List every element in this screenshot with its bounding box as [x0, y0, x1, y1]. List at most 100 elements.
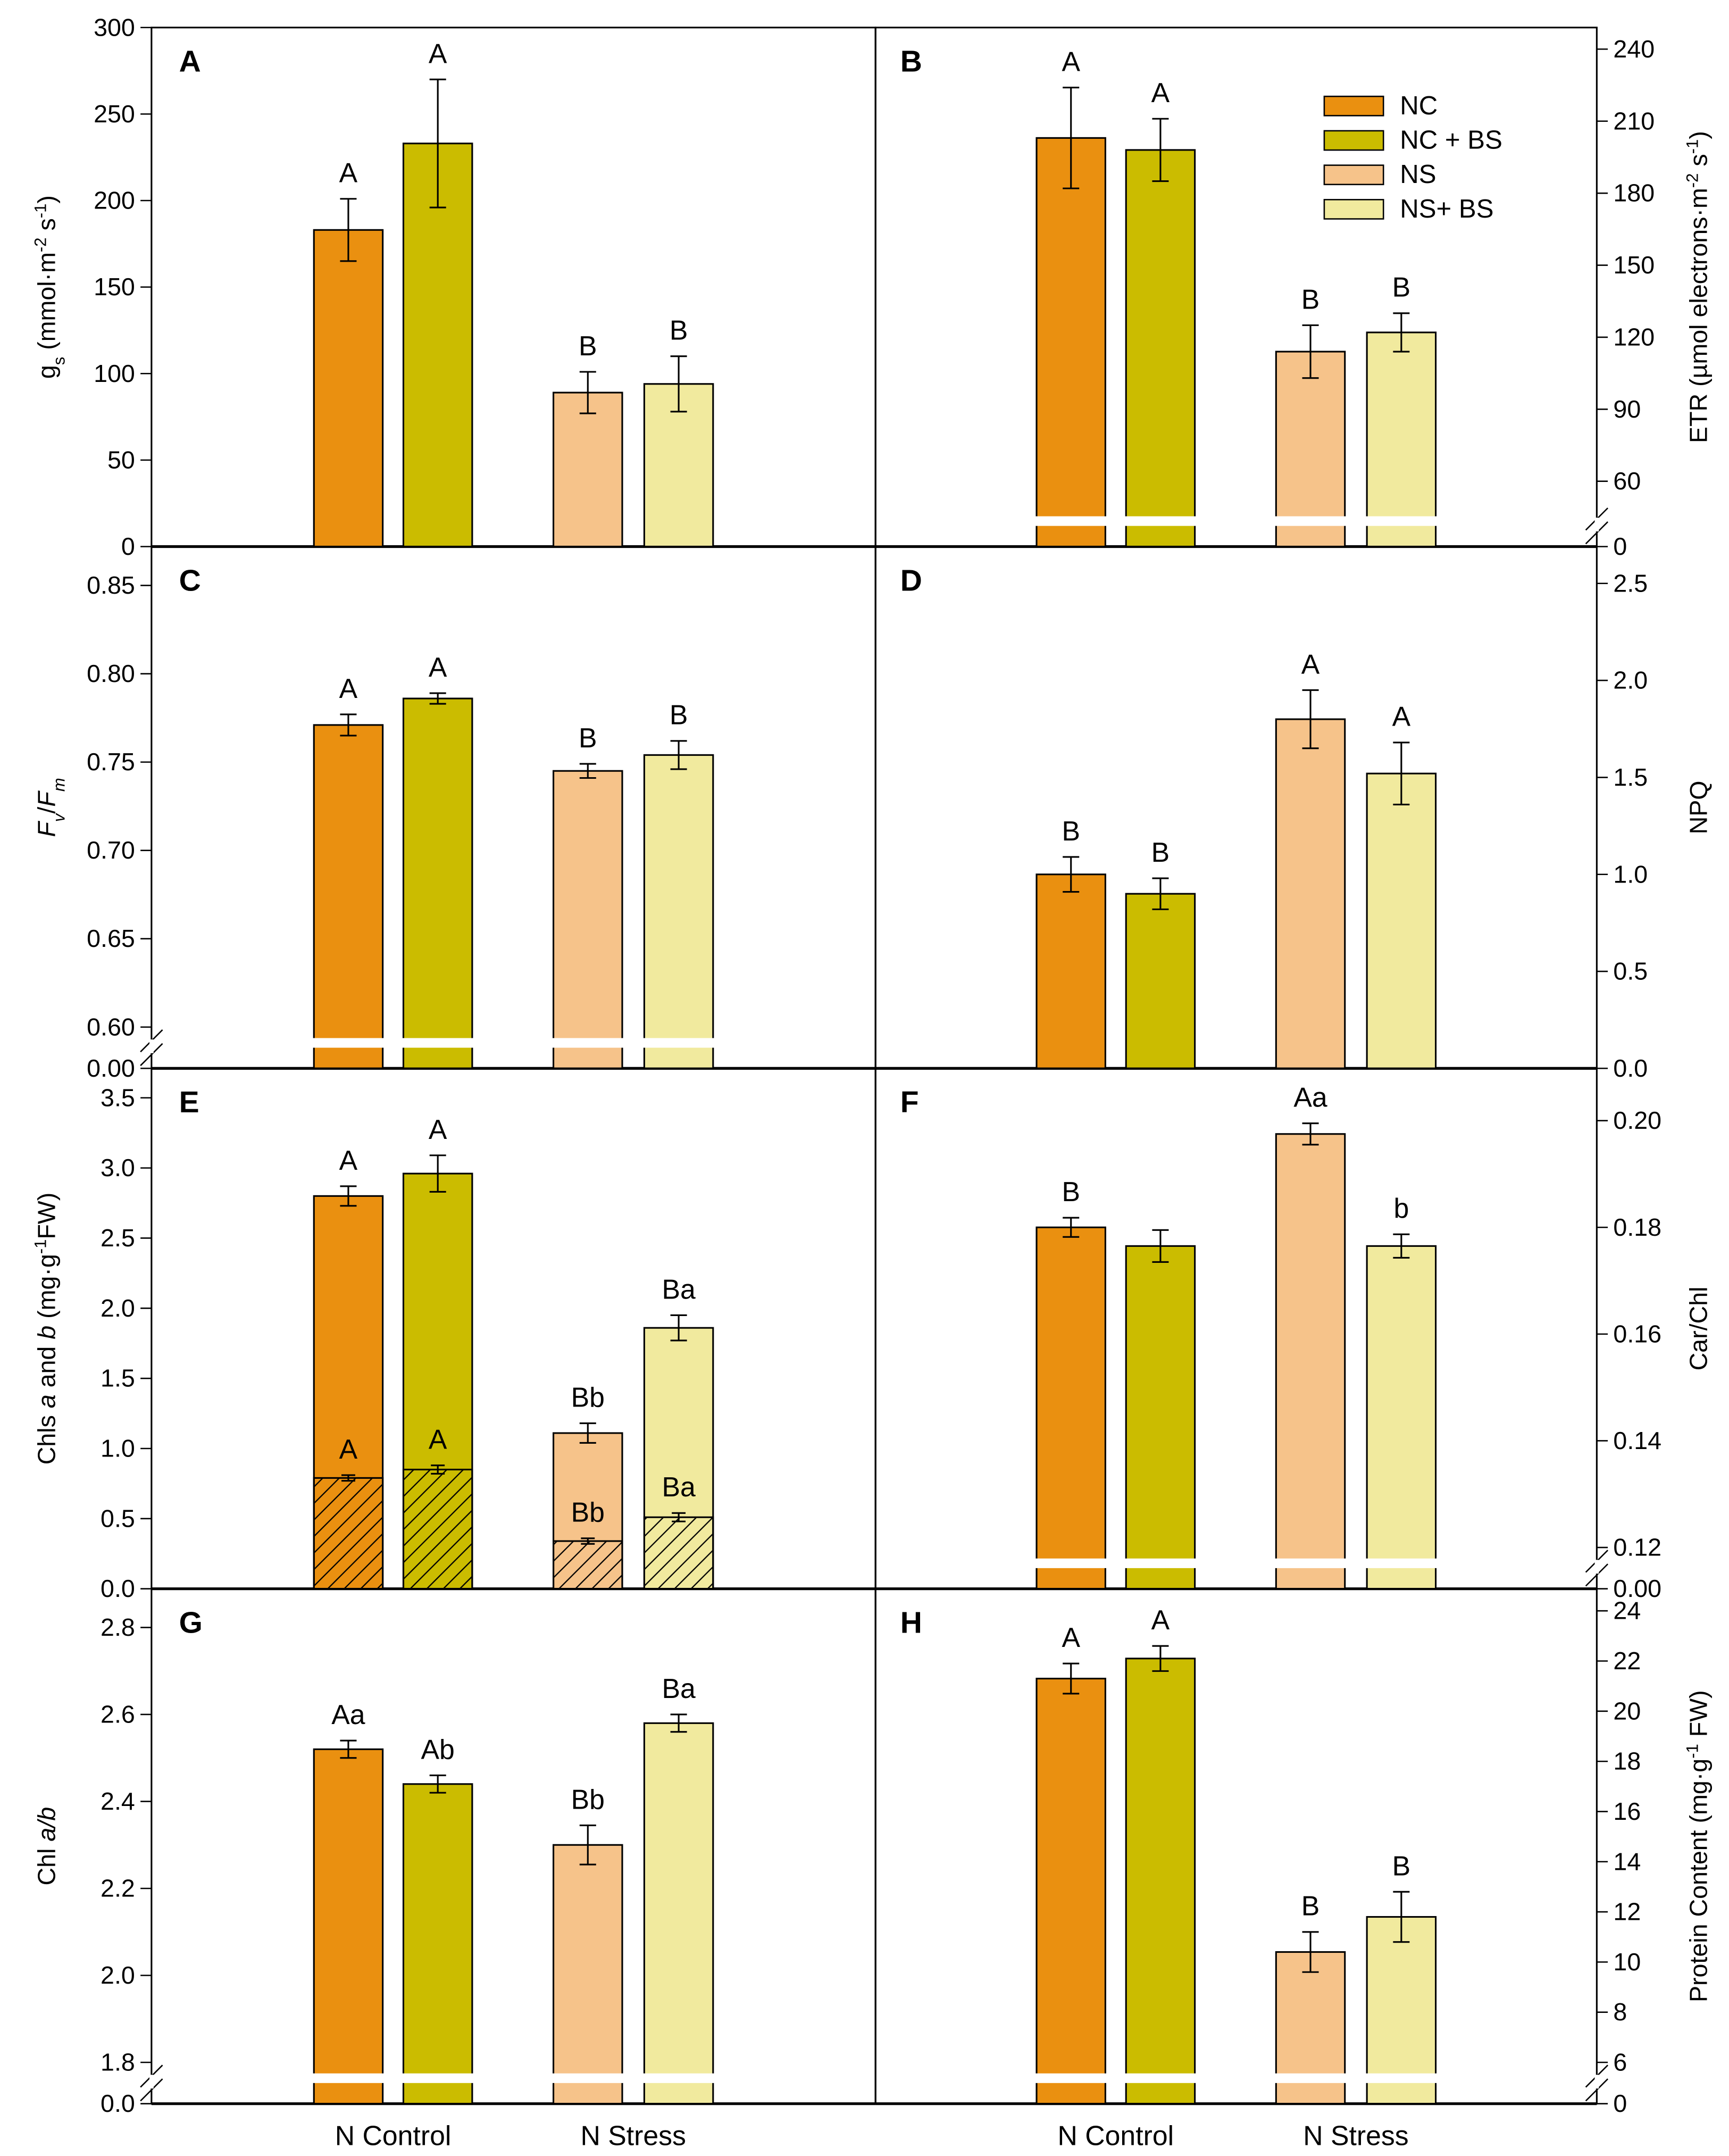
significance-letter: B [579, 330, 597, 361]
axis-break-gap [1594, 2075, 1599, 2089]
bar-break-gap [1273, 516, 1348, 526]
bar-ns [1275, 1133, 1346, 1590]
y-tick-label: 300 [94, 13, 135, 41]
significance-letter: Aa [1293, 1082, 1327, 1113]
bar-chl-b-hatched [553, 1540, 623, 1590]
bar-break-gap [550, 1038, 625, 1048]
significance-letter: A [1301, 648, 1320, 679]
y-tick-label: 2.0 [101, 1961, 135, 1989]
bar-nc [313, 1748, 384, 2105]
bar-nc-bs [402, 143, 473, 548]
bar-nc [313, 724, 384, 1069]
significance-letter: A [429, 1424, 447, 1455]
y-axis-label: NPQ [1684, 780, 1712, 834]
y-tick-label: 0 [1613, 2090, 1627, 2117]
y-tick-label: 18 [1613, 1747, 1641, 1775]
bar-break-gap [1364, 2073, 1439, 2083]
y-tick-label: 2.5 [1613, 569, 1648, 597]
y-axis-label-part: -1 [1683, 1744, 1701, 1759]
y-axis-label-part: (mmol·m [33, 252, 61, 357]
bar-ns-bs [643, 1722, 714, 2105]
significance-letter: Bb [571, 1497, 605, 1528]
bar-nc-bs [1125, 149, 1196, 548]
y-tick-label: 120 [1613, 323, 1655, 351]
y-tick-label: 0 [1613, 532, 1627, 560]
y-tick-label: 8 [1613, 1998, 1627, 2026]
y-tick-label: 6 [1613, 2049, 1627, 2076]
legend-label: NS+ BS [1400, 194, 1493, 223]
y-tick-label: 0.16 [1613, 1320, 1661, 1347]
bar-ns-bs [1366, 1245, 1437, 1590]
bar-nc [1035, 137, 1106, 548]
y-tick-label: 2.2 [101, 1875, 135, 1902]
y-tick-label: 0.5 [101, 1504, 135, 1532]
x-category-label: N Stress [580, 2120, 686, 2151]
axis-break-mark [1585, 2078, 1609, 2102]
y-tick-label: 150 [94, 273, 135, 301]
y-tick-label: 0.85 [87, 571, 135, 599]
significance-letter: Bb [571, 1784, 605, 1814]
y-axis-label-part: m [49, 778, 68, 792]
y-tick-label: 0.80 [87, 660, 135, 687]
y-tick-label: 210 [1613, 107, 1655, 135]
legend-swatch [1323, 164, 1384, 186]
y-tick-label: 0.70 [87, 836, 135, 864]
y-axis-label: Car/Chl [1684, 1287, 1712, 1371]
significance-letter: b [1393, 1193, 1409, 1223]
y-tick-label: 60 [1613, 467, 1641, 495]
legend-swatch [1323, 130, 1384, 151]
y-axis-label-part: -1 [31, 1239, 49, 1254]
bar-nc [313, 229, 384, 548]
y-axis-label: Protein Content (mg·g-1 FW) [1683, 1690, 1713, 2002]
y-tick-label: 1.5 [1613, 763, 1648, 791]
significance-letter: A [1392, 701, 1411, 732]
y-tick-label: 1.5 [101, 1364, 135, 1392]
significance-letter: B [579, 722, 597, 753]
panel-letter: G [179, 1606, 203, 1640]
y-tick-label: 0.18 [1613, 1213, 1661, 1241]
y-tick-label: 0.5 [1613, 958, 1648, 985]
bar-break-gap [1033, 1558, 1108, 1568]
y-tick-label: 3.5 [101, 1084, 135, 1111]
y-tick-label: 3.0 [101, 1154, 135, 1181]
bar-break-gap [1364, 1558, 1439, 1568]
y-axis-label-part: ) [33, 195, 61, 204]
significance-letter: Ba [662, 1673, 696, 1704]
axis-break-mark [1585, 521, 1609, 545]
panel-letter: E [179, 1085, 199, 1119]
legend-swatch [1323, 95, 1384, 116]
y-axis-label-part: v [49, 812, 68, 822]
y-axis-label-part: FW) [33, 1193, 61, 1239]
panel-G: G 1.8 2.0 2.2 2.4 2.6 2.8 0.0 Chl a/b Aa Ab Bb Ba N C… [33, 1588, 876, 2151]
y-axis-label-part: FW) [1684, 1690, 1712, 1744]
bar-nc [1035, 1226, 1106, 1590]
y-tick-label: 22 [1613, 1647, 1641, 1675]
bar-break-gap [400, 1038, 475, 1048]
significance-letter: A [339, 1434, 358, 1464]
panel-frame [151, 1067, 876, 1590]
legend-label: NC [1400, 91, 1438, 120]
y-axis-label-part: Car/Chl [1684, 1287, 1712, 1371]
bar-break-gap [1123, 516, 1198, 526]
panel-E: E 0.0 0.5 1.0 1.5 2.0 2.5 3.0 3.5 Chls a and b (m… [31, 1067, 876, 1602]
bar-nc-bs [1125, 893, 1196, 1069]
x-category-label: N Stress [1303, 2120, 1408, 2151]
significance-letter: A [1062, 46, 1080, 77]
bar-nc-bs [1125, 1245, 1196, 1590]
y-axis-label-part: Chls [33, 1408, 61, 1464]
bar-break-gap [1123, 1558, 1198, 1568]
y-axis-label-part: F [33, 821, 61, 837]
y-axis-label-part: a/b [33, 1807, 61, 1842]
y-tick-label: 0.60 [87, 1013, 135, 1040]
y-axis-label-part: a [33, 1394, 61, 1408]
bar-break-gap [1033, 516, 1108, 526]
significance-letter: A [1151, 1604, 1170, 1635]
y-axis-label-part: s [33, 218, 61, 237]
bar-ns-bs [643, 754, 714, 1069]
y-axis-label-part: F [33, 790, 61, 807]
bar-ns-bs [1366, 331, 1437, 548]
significance-letter: A [429, 38, 447, 69]
significance-letter: Ba [662, 1273, 696, 1304]
bar-nc-bs [1125, 1658, 1196, 2105]
bar-break-gap [1273, 2073, 1348, 2083]
